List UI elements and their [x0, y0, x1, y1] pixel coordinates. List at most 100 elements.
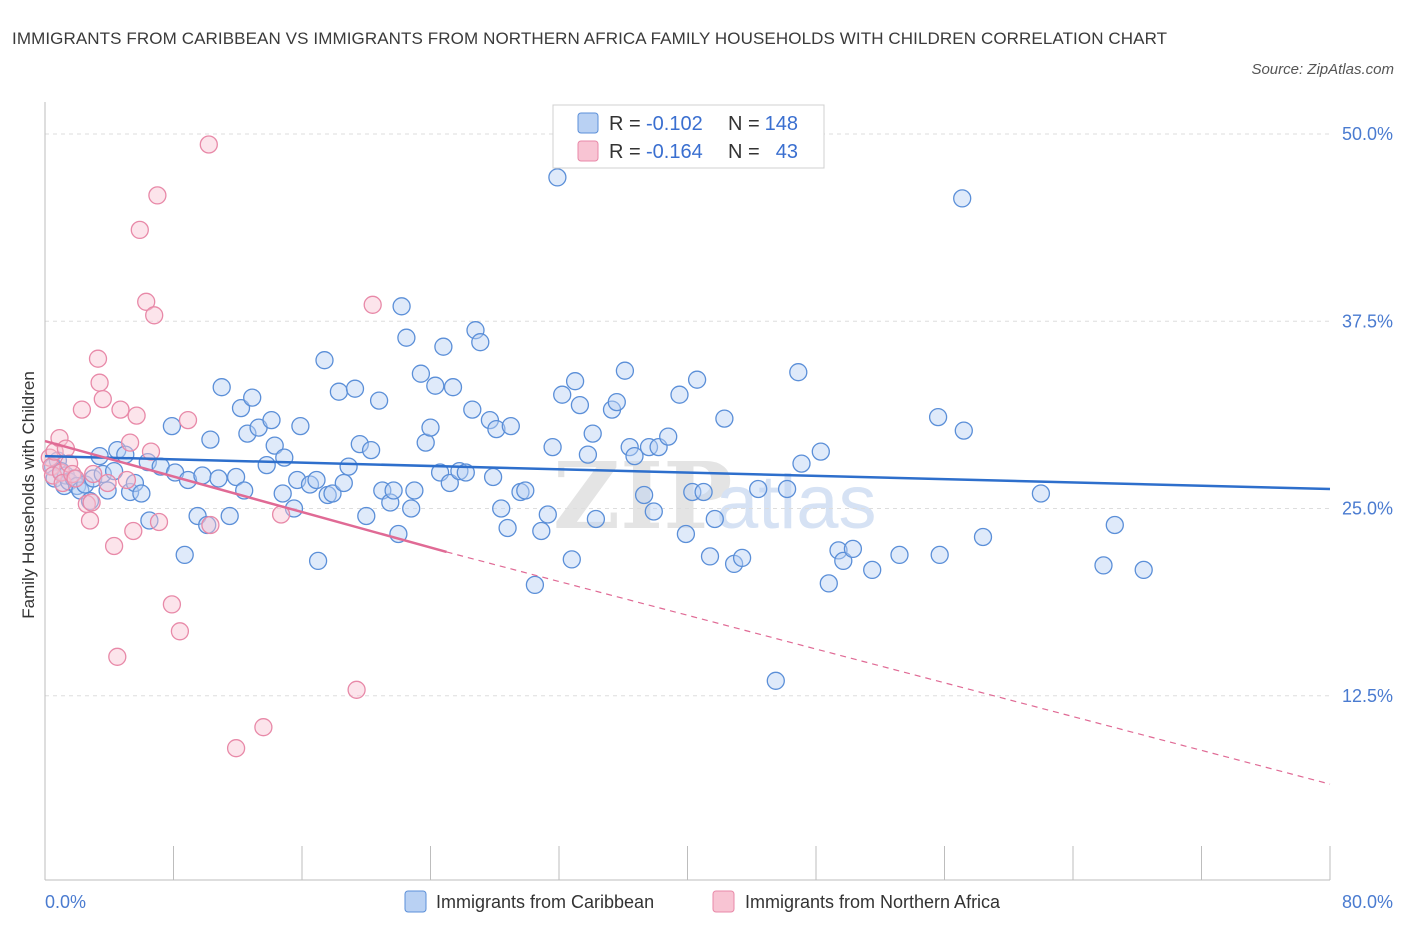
northern-africa-point-27 — [130, 220, 149, 240]
caribbean-point-72 — [411, 364, 431, 383]
legend-r-value-2: -0.164 — [646, 141, 703, 163]
caribbean-point-142 — [1031, 484, 1051, 503]
northern-africa-point-18 — [93, 389, 112, 409]
y-tick-labels: 12.5% 25.0% 37.5% 50.0% — [1342, 124, 1393, 706]
chart-title: IMMIGRANTS FROM CARIBBEAN VS IMMIGRANTS … — [12, 29, 1168, 48]
caribbean-point-86 — [483, 467, 503, 487]
northern-africa-point-13 — [80, 511, 100, 530]
caribbean-point-27 — [175, 545, 194, 565]
caribbean-point-114 — [659, 427, 678, 446]
caribbean-point-102 — [578, 445, 598, 464]
legend-r-label-1: R = — [609, 113, 641, 135]
caribbean-point-124 — [732, 548, 752, 568]
northern-africa-point-42 — [363, 295, 382, 314]
northern-africa-point-22 — [111, 400, 130, 419]
caribbean-point-60 — [350, 434, 369, 454]
legend-n-label-2: N = — [728, 141, 760, 163]
caribbean-point-49 — [291, 416, 310, 436]
northern-africa-point-36 — [199, 135, 218, 154]
northern-africa-point-11 — [72, 400, 92, 419]
northern-africa-point-19 — [98, 473, 117, 493]
northern-africa-point-34 — [170, 622, 190, 641]
watermark: ZIP atlas — [553, 442, 877, 550]
northern-africa-point-17 — [90, 373, 109, 392]
y-tick-label-1: 25.0% — [1342, 499, 1393, 519]
caribbean-point-71 — [405, 481, 424, 500]
legend-r-value-1: -0.102 — [646, 113, 703, 135]
x-tick-label-max: 80.0% — [1342, 892, 1393, 912]
caribbean-point-133 — [834, 551, 853, 571]
series-northern-africa-points — [40, 135, 382, 758]
caribbean-point-101 — [570, 395, 590, 415]
stats-legend: R = -0.102 N = 148 R = -0.164 N = 43 — [552, 104, 825, 169]
caribbean-point-121 — [705, 509, 724, 529]
caribbean-point-57 — [334, 473, 353, 493]
caribbean-point-108 — [620, 437, 639, 457]
caribbean-point-89 — [498, 518, 517, 538]
y-tick-label-2: 37.5% — [1342, 311, 1393, 331]
northern-africa-point-4 — [50, 428, 69, 448]
caribbean-point-15 — [98, 481, 117, 500]
caribbean-point-83 — [466, 321, 485, 340]
northern-africa-point-31 — [148, 186, 167, 205]
northern-africa-point-15 — [84, 464, 103, 484]
northern-africa-point-37 — [201, 515, 220, 535]
legend-n-value-2: 43 — [776, 141, 798, 163]
caribbean-point-99 — [562, 550, 581, 569]
x-tick-label-min: 0.0% — [45, 892, 86, 912]
caribbean-point-75 — [426, 376, 445, 395]
caribbean-point-95 — [538, 505, 557, 524]
caribbean-point-87 — [487, 419, 506, 439]
northern-africa-point-41 — [347, 680, 366, 699]
y-axis-label: Family Households with Children — [19, 371, 38, 619]
caribbean-point-43 — [262, 410, 281, 430]
caribbean-point-42 — [257, 455, 276, 475]
caribbean-point-68 — [392, 297, 411, 316]
caribbean-point-139 — [953, 189, 972, 208]
northern-africa-point-32 — [149, 512, 169, 532]
caribbean-point-40 — [243, 388, 262, 407]
y-tick-label-0: 12.5% — [1342, 686, 1393, 706]
caribbean-point-141 — [973, 527, 993, 547]
caribbean-point-52 — [308, 551, 328, 571]
caribbean-point-56 — [329, 382, 349, 401]
series-legend-label-northern-africa: Immigrants from Northern Africa — [745, 892, 1001, 912]
caribbean-point-35 — [220, 506, 239, 526]
caribbean-point-112 — [644, 502, 663, 521]
caribbean-point-61 — [357, 506, 376, 526]
northern-africa-point-23 — [117, 470, 137, 490]
caribbean-point-138 — [930, 545, 949, 565]
northern-africa-point-25 — [124, 521, 143, 541]
trend-line-caribbean — [44, 454, 1331, 491]
caribbean-point-36 — [226, 467, 246, 487]
caribbean-point-33 — [209, 469, 228, 488]
caribbean-point-120 — [700, 547, 720, 566]
caribbean-point-115 — [670, 385, 689, 404]
caribbean-point-92 — [516, 481, 535, 500]
caribbean-point-21 — [132, 484, 151, 503]
caribbean-point-70 — [402, 499, 421, 518]
legend-swatch-caribbean — [577, 112, 599, 134]
axes — [44, 102, 1331, 881]
caribbean-point-77 — [434, 337, 453, 356]
caribbean-point-74 — [421, 418, 440, 437]
caribbean-point-93 — [525, 575, 545, 595]
caribbean-point-126 — [766, 671, 785, 690]
northern-africa-point-16 — [88, 349, 108, 368]
northern-africa-point-14 — [82, 493, 101, 512]
northern-africa-point-33 — [162, 595, 182, 614]
series-legend-swatch-caribbean — [404, 890, 427, 913]
x-tick-labels: 0.0% 80.0% — [45, 892, 1393, 912]
caribbean-point-14 — [93, 464, 112, 484]
northern-africa-point-29 — [141, 442, 161, 461]
caribbean-point-53 — [315, 351, 334, 370]
caribbean-point-88 — [492, 499, 511, 518]
caribbean-point-103 — [583, 424, 602, 443]
northern-africa-point-21 — [108, 647, 127, 666]
caribbean-point-132 — [829, 541, 848, 560]
caribbean-point-118 — [687, 370, 707, 389]
caribbean-point-137 — [928, 407, 948, 427]
caribbean-point-130 — [811, 442, 830, 461]
caribbean-point-39 — [238, 424, 257, 443]
